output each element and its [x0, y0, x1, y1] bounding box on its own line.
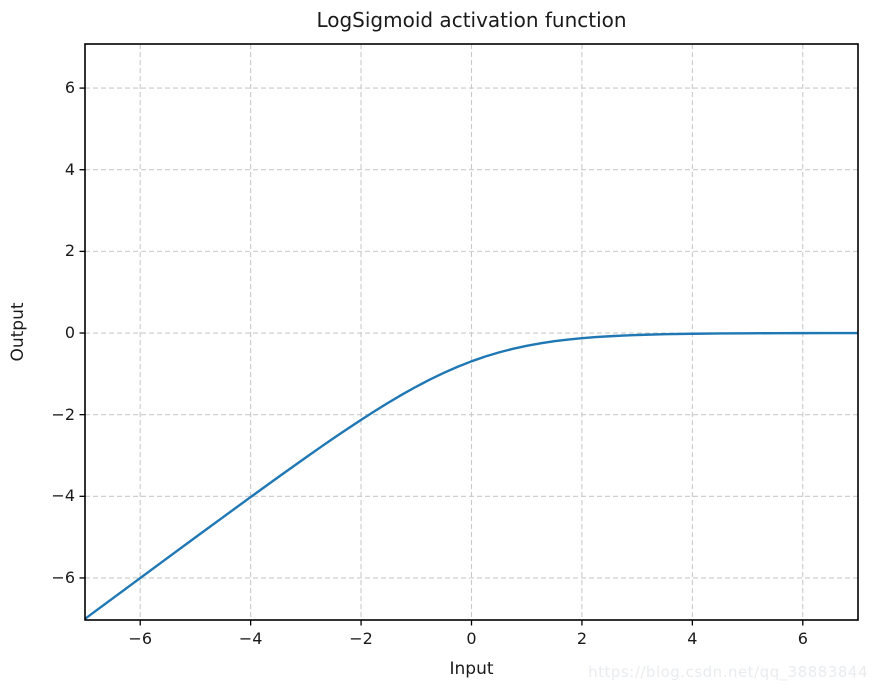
y-tick-label: 4 — [64, 159, 75, 179]
watermark-text: https://blog.csdn.net/qq_38883844 — [588, 663, 868, 681]
chart-title: LogSigmoid activation function — [316, 8, 627, 32]
x-tick-label: −6 — [128, 629, 152, 648]
y-axis-label: Output — [8, 302, 28, 362]
x-axis-label: Input — [449, 659, 494, 679]
x-tick-label: 2 — [576, 629, 588, 648]
y-tick-label: 6 — [64, 78, 75, 98]
y-tick-label: −4 — [51, 486, 75, 506]
x-tick-label: 0 — [466, 629, 477, 648]
x-tick-label: −2 — [349, 629, 373, 648]
y-tick-label: 2 — [64, 241, 75, 261]
x-tick-label: 4 — [687, 629, 698, 648]
x-tick-label: −4 — [238, 629, 263, 648]
y-tick-label: −6 — [51, 567, 75, 587]
y-tick-label: −2 — [51, 404, 75, 424]
logsigmoid-curve — [85, 331, 858, 620]
y-tick-label: 0 — [64, 323, 75, 343]
x-tick-label: 6 — [797, 629, 808, 648]
